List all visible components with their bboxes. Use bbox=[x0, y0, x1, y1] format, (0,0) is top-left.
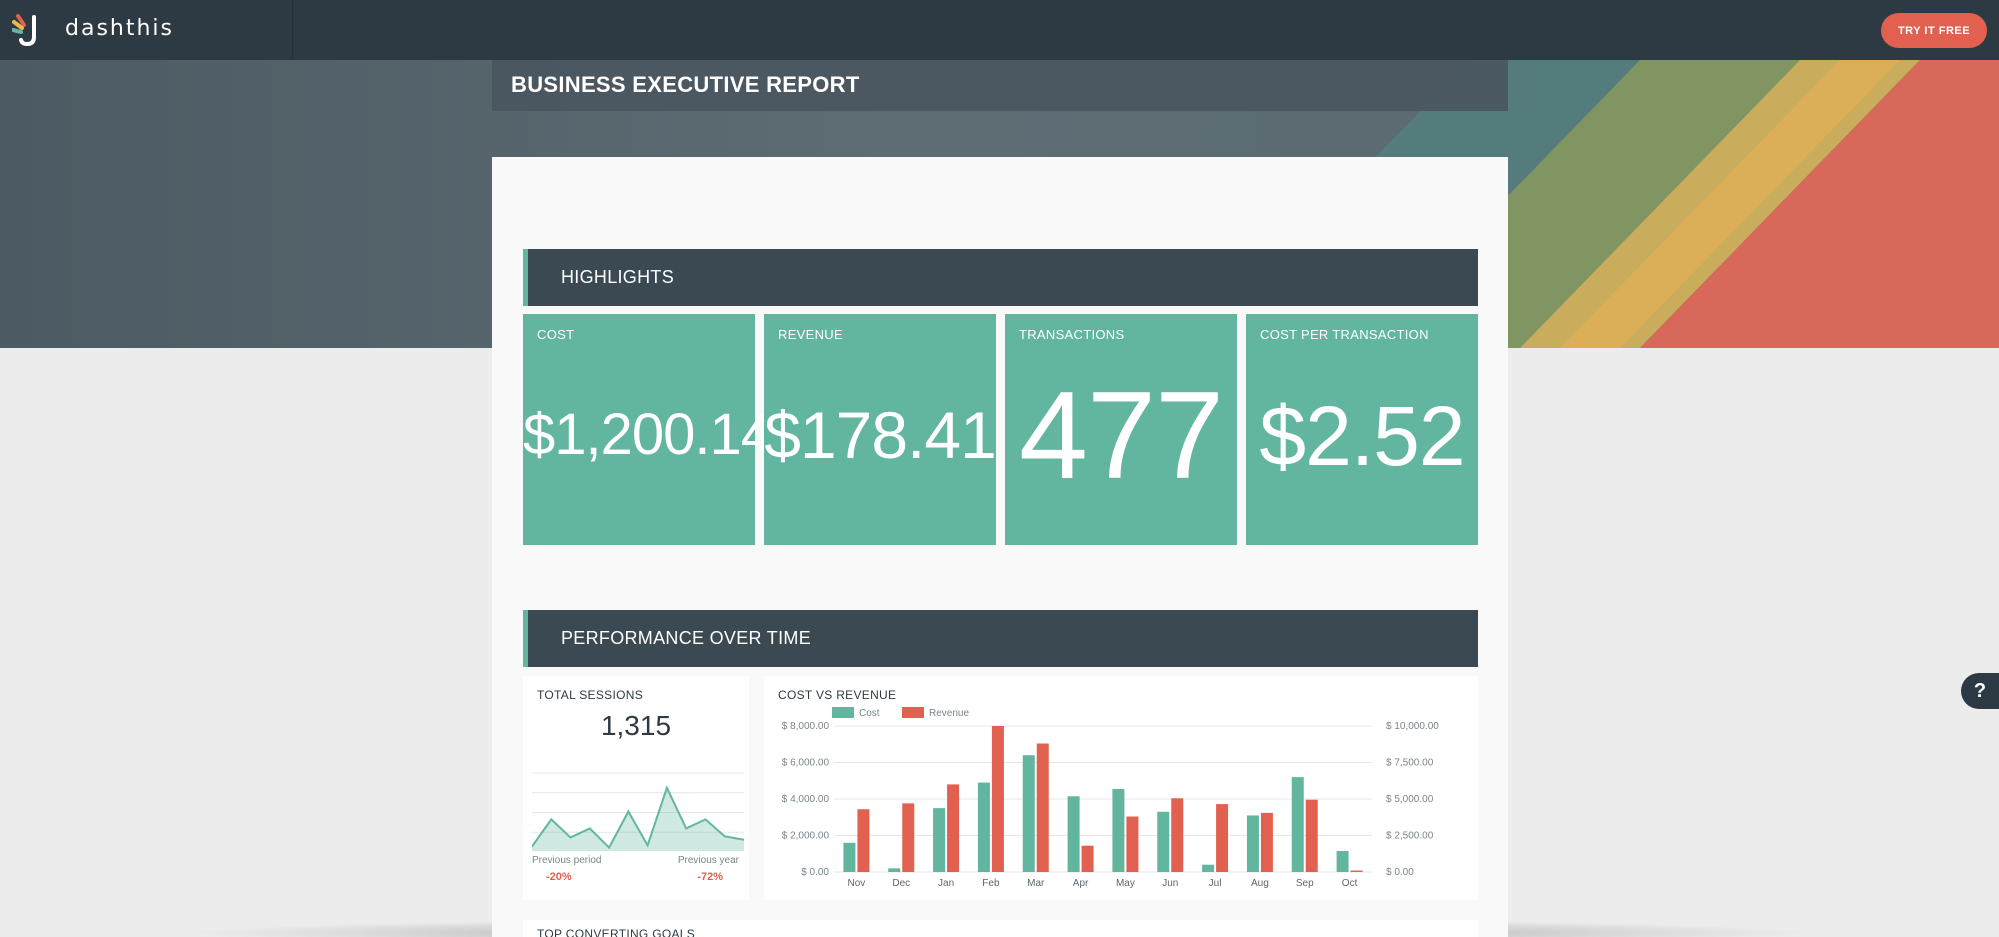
report-title-bar: BUSINESS EXECUTIVE REPORT bbox=[492, 60, 1508, 111]
top-converting-goals-card[interactable]: TOP CONVERTING GOALS bbox=[523, 920, 1478, 937]
legend-label: Revenue bbox=[929, 708, 969, 719]
card-title: COST VS REVENUE bbox=[778, 688, 897, 702]
brand-name: dashthis bbox=[65, 16, 174, 41]
x-tick-label: Jun bbox=[1162, 878, 1178, 889]
report-title: BUSINESS EXECUTIVE REPORT bbox=[511, 72, 860, 97]
legend-swatch bbox=[902, 707, 924, 718]
x-tick-label: Dec bbox=[892, 878, 910, 889]
kpi-cost[interactable]: COST $1,200.14 bbox=[523, 314, 773, 545]
previous-year-label: Previous year bbox=[677, 855, 739, 866]
revenue-bar bbox=[1081, 845, 1094, 872]
kpi-revenue[interactable]: REVENUE $178.41 bbox=[764, 314, 997, 545]
x-tick-label: Nov bbox=[848, 878, 866, 889]
right-tick-label: $ 5,000.00 bbox=[1386, 794, 1434, 805]
total-sessions-value: 1,315 bbox=[600, 710, 672, 741]
cost-vs-revenue-card[interactable]: COST VS REVENUE Cost Revenue $ 0.00 $ 0.00 $… bbox=[764, 676, 1478, 900]
previous-period-value: -20% bbox=[546, 871, 572, 883]
kpi-label: REVENUE bbox=[778, 327, 843, 342]
x-tick-label: Jan bbox=[938, 878, 954, 889]
total-sessions-card[interactable]: TOTAL SESSIONS 1,315 Previous period -20… bbox=[523, 676, 749, 900]
left-tick-label: $ 0.00 bbox=[801, 867, 829, 878]
dashthis-logo-icon[interactable] bbox=[12, 13, 44, 47]
x-tick-label: Apr bbox=[1073, 878, 1089, 889]
kpi-transactions[interactable]: TRANSACTIONS 477 bbox=[1005, 314, 1237, 545]
revenue-bar bbox=[947, 784, 960, 872]
revenue-bar bbox=[1216, 804, 1229, 872]
kpi-value: 477 bbox=[1019, 367, 1224, 505]
revenue-bar bbox=[1305, 799, 1318, 872]
left-tick-label: $ 6,000.00 bbox=[782, 758, 830, 769]
sessions-line bbox=[532, 785, 744, 850]
cost-bar bbox=[1112, 788, 1125, 872]
kpi-label: COST PER TRANSACTION bbox=[1260, 327, 1429, 342]
cost-vs-revenue-chart: Cost Revenue $ 0.00 $ 0.00 $ 2,000.00 $ 2,500… bbox=[782, 707, 1439, 889]
card-title: TOP CONVERTING GOALS bbox=[537, 927, 696, 937]
revenue-bar bbox=[1126, 816, 1139, 872]
right-tick-label: $ 2,500.00 bbox=[1386, 831, 1434, 842]
cost-bar bbox=[843, 842, 856, 872]
kpi-label: TRANSACTIONS bbox=[1019, 327, 1125, 342]
revenue-bar bbox=[1260, 812, 1273, 872]
cost-bar bbox=[977, 782, 990, 872]
revenue-bar bbox=[1171, 798, 1184, 872]
x-tick-label: May bbox=[1116, 878, 1135, 889]
revenue-bar bbox=[1036, 743, 1049, 872]
cost-bar bbox=[1246, 815, 1259, 872]
x-tick-label: Feb bbox=[982, 878, 1000, 889]
cost-bar bbox=[1157, 811, 1170, 872]
performance-title: PERFORMANCE OVER TIME bbox=[561, 628, 811, 648]
cost-bar bbox=[1291, 777, 1304, 872]
revenue-bar bbox=[1350, 870, 1363, 872]
x-tick-label: Mar bbox=[1027, 878, 1045, 889]
legend-swatch bbox=[832, 707, 854, 718]
kpi-label: COST bbox=[537, 327, 575, 342]
revenue-bar bbox=[902, 803, 915, 872]
cost-bar bbox=[1202, 864, 1215, 872]
right-tick-label: $ 0.00 bbox=[1386, 867, 1414, 878]
left-tick-label: $ 4,000.00 bbox=[782, 794, 830, 805]
kpi-value: $178.41 bbox=[764, 398, 997, 472]
right-tick-label: $ 7,500.00 bbox=[1386, 758, 1434, 769]
right-tick-label: $ 10,000.00 bbox=[1386, 721, 1439, 732]
cost-bar bbox=[1067, 796, 1080, 872]
cost-bar bbox=[888, 868, 901, 872]
performance-header: PERFORMANCE OVER TIME bbox=[523, 610, 1478, 667]
help-button[interactable]: ? bbox=[1961, 673, 1999, 709]
cost-bar bbox=[933, 808, 946, 872]
sessions-area bbox=[532, 787, 744, 851]
sessions-sparkline bbox=[532, 772, 744, 851]
kpi-value: $2.52 bbox=[1259, 389, 1465, 483]
x-tick-label: Sep bbox=[1296, 878, 1314, 889]
report-body: HIGHLIGHTS COST $1,200.14 REVENUE $178.4… bbox=[492, 157, 1508, 937]
x-tick-label: Oct bbox=[1342, 878, 1358, 889]
left-tick-label: $ 2,000.00 bbox=[782, 831, 830, 842]
legend-label: Cost bbox=[859, 708, 880, 719]
revenue-bar bbox=[991, 726, 1004, 872]
card-title: TOTAL SESSIONS bbox=[537, 688, 644, 702]
previous-year-value: -72% bbox=[697, 871, 723, 883]
highlights-title: HIGHLIGHTS bbox=[561, 267, 675, 287]
x-tick-label: Aug bbox=[1251, 878, 1269, 889]
highlights-header: HIGHLIGHTS bbox=[523, 249, 1478, 306]
kpi-cost-per-transaction[interactable]: COST PER TRANSACTION $2.52 bbox=[1246, 314, 1478, 545]
revenue-bar bbox=[857, 809, 870, 872]
try-it-free-button[interactable]: TRY IT FREE bbox=[1881, 13, 1987, 48]
x-tick-label: Jul bbox=[1209, 878, 1222, 889]
top-bar: dashthis TRY IT FREE bbox=[0, 0, 1999, 60]
left-tick-label: $ 8,000.00 bbox=[782, 721, 830, 732]
cost-bar bbox=[1336, 851, 1349, 872]
chart-legend: Cost Revenue bbox=[832, 707, 969, 719]
brand-block[interactable]: dashthis bbox=[0, 0, 293, 60]
previous-period-label: Previous period bbox=[532, 855, 602, 866]
kpi-value: $1,200.14 bbox=[523, 402, 773, 467]
cost-bar bbox=[1022, 755, 1035, 872]
